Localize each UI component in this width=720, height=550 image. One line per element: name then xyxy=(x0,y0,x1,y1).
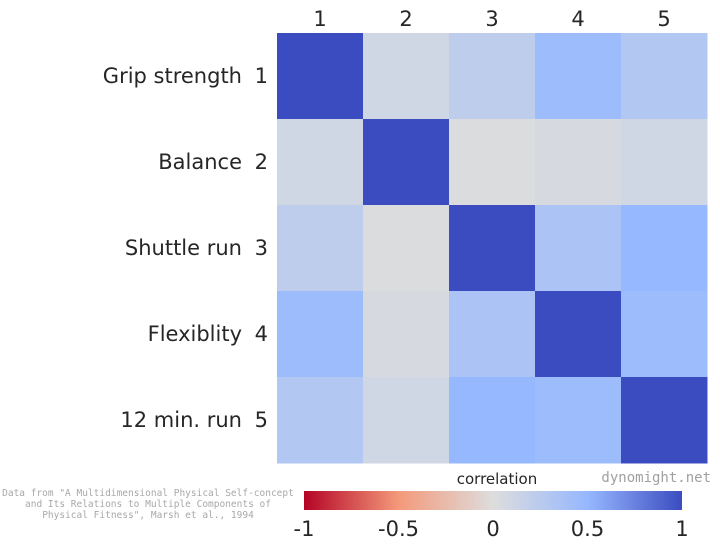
heatmap-cell-r3-c5 xyxy=(621,205,708,292)
heatmap-cell-r2-c3 xyxy=(449,119,536,206)
site-credit: dynomight.net xyxy=(601,470,711,486)
column-label-2: 2 xyxy=(399,7,412,31)
row-label-1: Grip strength xyxy=(103,64,242,88)
heatmap-cell-r5-c4 xyxy=(535,377,622,464)
heatmap-cell-r2-c4 xyxy=(535,119,622,206)
colorbar-tick-label-4: 0.5 xyxy=(571,517,604,541)
row-index-5: 5 xyxy=(255,408,268,432)
heatmap-cell-r3-c1 xyxy=(277,205,364,292)
row-index-1: 1 xyxy=(255,64,268,88)
row-label-4: Flexiblity xyxy=(148,322,242,346)
heatmap-cell-r2-c1 xyxy=(277,119,364,206)
colorbar-tick-label-3: 0 xyxy=(486,517,499,541)
column-label-1: 1 xyxy=(313,7,326,31)
colorbar-ticks: -1 -0.5 0 0.5 1 xyxy=(294,517,689,541)
row-label-2: Balance xyxy=(158,150,242,174)
column-label-3: 3 xyxy=(485,7,498,31)
heatmap-cell-r4-c1 xyxy=(277,291,364,378)
heatmap-cell-r4-c5 xyxy=(621,291,708,378)
source-citation: Data from "A Multidimensional Physical S… xyxy=(2,488,294,521)
heatmap-cell-r1-c2 xyxy=(363,33,450,120)
heatmap-cell-r2-c5 xyxy=(621,119,708,206)
heatmap-cell-r5-c2 xyxy=(363,377,450,464)
source-line-1: Data from "A Multidimensional Physical S… xyxy=(2,488,294,499)
heatmap-cell-r1-c4 xyxy=(535,33,622,120)
colorbar xyxy=(304,491,682,510)
row-label-3: Shuttle run xyxy=(125,236,242,260)
row-index-2: 2 xyxy=(255,150,268,174)
heatmap-cell-r4-c4 xyxy=(535,291,622,378)
colorbar-title: correlation xyxy=(457,470,538,488)
heatmap-cell-r3-c2 xyxy=(363,205,450,292)
colorbar-tick-label-2: -0.5 xyxy=(378,517,419,541)
row-index-4: 4 xyxy=(255,322,268,346)
heatmap-cell-r1-c1 xyxy=(277,33,364,120)
heatmap-cell-r1-c3 xyxy=(449,33,536,120)
row-index-3: 3 xyxy=(255,236,268,260)
heatmap-cell-r3-c3 xyxy=(449,205,536,292)
heatmap-cell-r4-c2 xyxy=(363,291,450,378)
colorbar-tick-label-5: 1 xyxy=(675,517,688,541)
heatmap-cell-r4-c3 xyxy=(449,291,536,378)
heatmap-cell-r5-c1 xyxy=(277,377,364,464)
source-line-2: and Its Relations to Multiple Components… xyxy=(25,499,271,510)
row-label-5: 12 min. run xyxy=(120,408,242,432)
heatmap-cell-r2-c2 xyxy=(363,119,450,206)
row-labels: Grip strength 1 Balance 2 Shuttle run 3 Flexib… xyxy=(103,64,268,432)
heatmap-cell-r1-c5 xyxy=(621,33,708,120)
column-label-5: 5 xyxy=(657,7,670,31)
column-labels: 1 2 3 4 5 xyxy=(313,7,670,31)
heatmap-cells xyxy=(277,33,708,464)
heatmap-cell-r5-c5 xyxy=(621,377,708,464)
heatmap-cell-r3-c4 xyxy=(535,205,622,292)
source-line-3: Physical Fitness", Marsh et al., 1994 xyxy=(42,510,254,521)
heatmap-cell-r5-c3 xyxy=(449,377,536,464)
colorbar-tick-label-1: -1 xyxy=(294,517,315,541)
column-label-4: 4 xyxy=(571,7,584,31)
